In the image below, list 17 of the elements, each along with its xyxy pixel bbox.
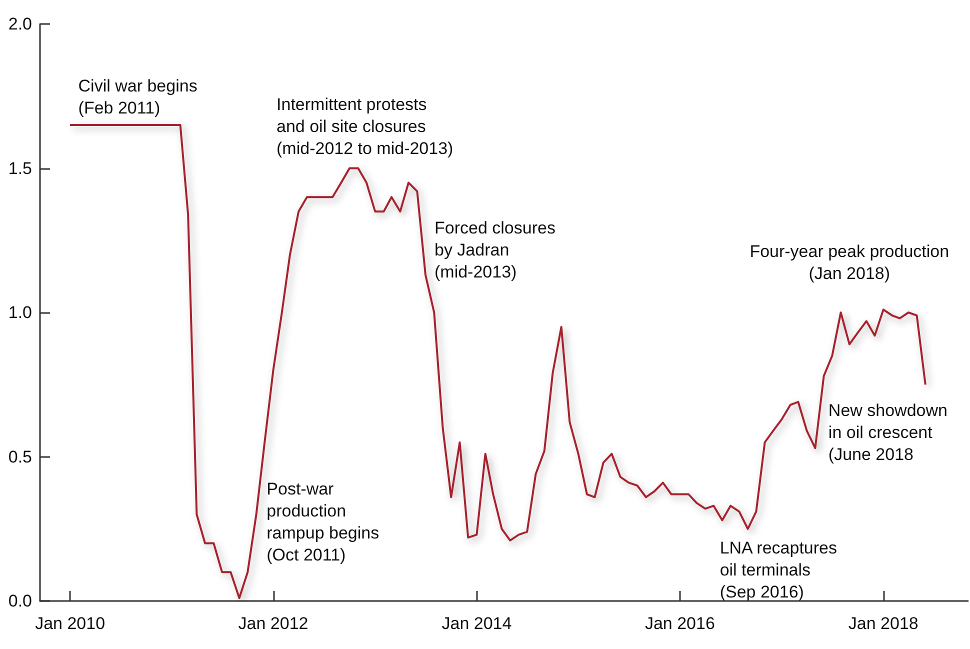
y-tick-label: 1.5 bbox=[8, 158, 32, 178]
annotation: Post-war production rampup begins (Oct 2011) bbox=[266, 480, 380, 565]
y-tick-label: 0.0 bbox=[8, 592, 32, 610]
annotation: Civil war begins (Feb 2011) bbox=[78, 76, 198, 118]
annotation: Intermittent protests and oil site closures (mid-2012 to mid-2013) bbox=[276, 94, 454, 158]
annotation: New showdown in oil crescent (June 2018 bbox=[828, 401, 948, 464]
x-tick-label: Jan 2018 bbox=[848, 614, 918, 633]
annotation: Forced closures by Jadran (mid-2013) bbox=[434, 218, 556, 282]
x-tick-label: Jan 2010 bbox=[35, 614, 106, 633]
annotation: Four-year peak production (Jan 2018) bbox=[750, 242, 950, 284]
x-tick-label: Jan 2014 bbox=[442, 614, 512, 633]
x-tick-label: Jan 2016 bbox=[644, 614, 715, 633]
y-tick-label: 2.0 bbox=[8, 14, 32, 34]
annotation: LNA recaptures oil terminals (Sep 2016) bbox=[720, 538, 838, 602]
y-tick-label: 0.5 bbox=[8, 447, 32, 466]
y-tick-label: 1.0 bbox=[8, 303, 32, 322]
x-tick-label: Jan 2012 bbox=[238, 614, 308, 633]
